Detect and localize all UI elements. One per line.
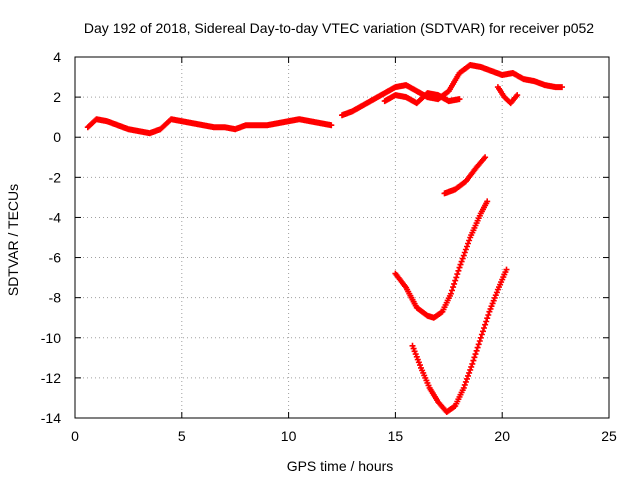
series-markers xyxy=(409,266,510,415)
x-tick-label: 20 xyxy=(494,428,510,444)
series-markers xyxy=(339,62,565,119)
series-markers xyxy=(392,198,491,321)
plot-frame xyxy=(74,56,610,419)
series-deep-valley xyxy=(409,266,510,415)
x-tick-label: 0 xyxy=(71,428,79,444)
x-tick-label: 25 xyxy=(601,428,617,444)
series-middle-valley xyxy=(392,198,491,321)
y-tick-label: -10 xyxy=(41,330,61,346)
y-tick-label: 4 xyxy=(53,49,61,65)
y-tick-labels: 4 2 0 -2 -4 -6 -8 -10 -12 -14 xyxy=(41,49,61,426)
chart-title: Day 192 of 2018, Sidereal Day-to-day VTE… xyxy=(84,20,594,36)
y-tick-label: -12 xyxy=(41,370,61,386)
series-rising-trace xyxy=(339,62,565,119)
y-tick-label: -8 xyxy=(49,290,62,306)
y-axis-label: SDTVAR / TECUs xyxy=(5,184,21,296)
x-tick-label: 5 xyxy=(178,428,186,444)
x-tick-labels: 0 5 10 15 20 25 xyxy=(71,428,617,444)
series-short-descent xyxy=(441,154,489,197)
y-tick-label: -2 xyxy=(49,169,62,185)
x-tick-label: 15 xyxy=(388,428,404,444)
y-tick-label: -14 xyxy=(41,410,61,426)
series-secondary-trace xyxy=(381,90,463,107)
y-tick-label: 2 xyxy=(53,89,61,105)
x-tick-label: 10 xyxy=(281,428,297,444)
grid xyxy=(75,57,609,418)
y-tick-label: -4 xyxy=(49,209,62,225)
series-markers xyxy=(381,90,463,107)
series-markers xyxy=(441,154,489,197)
series-markers xyxy=(84,116,335,137)
series-markers xyxy=(494,84,521,107)
series-main-trace xyxy=(84,116,335,137)
axis-ticks xyxy=(74,56,610,419)
series-upper-drop xyxy=(494,84,521,107)
plot-area xyxy=(84,62,565,415)
x-axis-label: GPS time / hours xyxy=(287,458,394,474)
y-tick-label: 0 xyxy=(53,129,61,145)
y-tick-label: -6 xyxy=(49,250,62,266)
